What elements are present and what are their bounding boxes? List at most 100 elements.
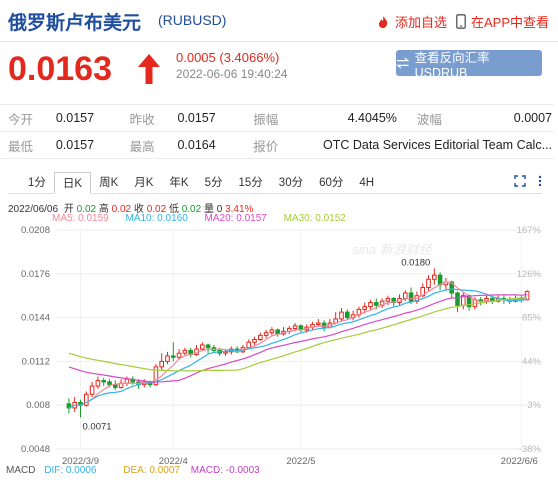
tab-1min[interactable]: 1分 xyxy=(28,177,46,189)
candle xyxy=(321,322,327,328)
y-tick-label: 0.0176 xyxy=(21,269,50,280)
tab-monthly-k[interactable]: 月K xyxy=(134,177,154,189)
change-pct: 3.41% xyxy=(225,204,254,215)
tab-yearly-k[interactable]: 年K xyxy=(169,177,189,189)
reverse-rate-button[interactable]: 查看反向汇率 USDRUB xyxy=(396,50,542,80)
add-favorite-button[interactable]: 添加自选 xyxy=(376,12,447,31)
pct-tick-label: 167% xyxy=(517,225,542,236)
y-tick-label: 0.0112 xyxy=(22,356,50,367)
candle xyxy=(101,380,106,383)
x-tick-label: 2022/3/9 xyxy=(62,456,99,464)
more-icon[interactable] xyxy=(538,175,542,187)
candle xyxy=(165,355,170,362)
high-value: 0.02 xyxy=(111,204,132,215)
tab-60min[interactable]: 60分 xyxy=(319,177,344,189)
reverse-rate-label: 查看反向汇率 USDRUB xyxy=(414,50,490,80)
tab-daily-k[interactable]: 日K xyxy=(53,172,92,194)
y-tick-label: 0.008 xyxy=(26,400,50,411)
stat-label: 最低 xyxy=(0,131,56,159)
candle xyxy=(113,384,118,388)
open-label: 开 xyxy=(63,204,74,215)
ma5-legend: MA5: 0.0159 xyxy=(52,213,109,224)
candle xyxy=(426,278,431,288)
candle xyxy=(455,292,460,306)
candle xyxy=(171,355,176,358)
header: 俄罗斯卢布美元 (RUBUSD) 添加自选 在APP中查看 xyxy=(0,0,558,42)
macd-legend: MACD DIF: 0.0006 DEA: 0.0007 MACD: -0.00… xyxy=(6,465,260,476)
candle xyxy=(292,325,298,330)
stats-table: 今开 0.0157 昨收 0.0157 振幅 4.4045% 波幅 0.0007… xyxy=(0,104,558,159)
candle xyxy=(449,281,454,294)
chart-tools xyxy=(514,175,542,187)
ma-legend: MA5: 0.0159 MA10: 0.0160 MA20: 0.0157 MA… xyxy=(52,213,346,224)
stats-row: 今开 0.0157 昨收 0.0157 振幅 4.4045% 波幅 0.0007 xyxy=(0,104,554,132)
candle xyxy=(223,351,228,354)
stats-row: 最低 0.0157 最高 0.0164 报价 OTC Data Services… xyxy=(0,131,554,159)
ma10-legend: MA10: 0.0160 xyxy=(125,213,188,224)
macd-dea: DEA: 0.0007 xyxy=(123,465,180,476)
stat-value: 0.0157 xyxy=(55,131,122,159)
quote-panel: 0.0163 0.0005 (3.4066%) 2022-06-06 19:40… xyxy=(0,42,558,98)
candle xyxy=(205,344,211,349)
bar-info: 2022/06/06 开 0.02 高 0.02 收 0.02 低 0.02 量… xyxy=(8,200,253,215)
tab-5min[interactable]: 5分 xyxy=(204,177,223,189)
stat-value: 0.0157 xyxy=(55,104,122,132)
pct-tick-label: 44% xyxy=(522,356,542,367)
stat-label: 振幅 xyxy=(245,104,323,132)
view-in-app-label: 在APP中查看 xyxy=(471,15,550,30)
candle xyxy=(200,344,205,350)
up-arrow-icon xyxy=(138,54,160,84)
tab-30min[interactable]: 30分 xyxy=(278,177,304,189)
candle xyxy=(159,360,164,368)
candle xyxy=(107,381,112,386)
candle xyxy=(316,322,321,325)
tab-4h[interactable]: 4H xyxy=(359,177,375,189)
view-in-app-button[interactable]: 在APP中查看 xyxy=(456,12,549,31)
macd-value: MACD: -0.0003 xyxy=(190,465,260,476)
candle xyxy=(524,291,530,301)
candlestick-chart[interactable]: sina 新浪财经 0.0208 167% 0.0176 126% 0.0144 85% 0… xyxy=(0,224,558,464)
stat-value: 0.0007 xyxy=(468,104,554,132)
macd-label: MACD xyxy=(6,465,36,476)
stat-label: 波幅 xyxy=(408,104,469,132)
quote-time: 2022-06-06 19:40:24 xyxy=(176,67,288,81)
price-change: 0.0005 (3.4066%) xyxy=(176,50,280,65)
fullscreen-icon[interactable] xyxy=(514,175,526,187)
candle xyxy=(339,311,344,320)
pct-tick-label: 126% xyxy=(517,269,542,280)
candle xyxy=(362,306,367,310)
tab-15min[interactable]: 15分 xyxy=(238,177,263,189)
stat-value: OTC Data Services Editorial Team Calc... xyxy=(322,131,554,159)
x-tick-label: 2022/5 xyxy=(286,456,315,464)
ma20-legend: MA20: 0.0157 xyxy=(204,213,267,224)
volume-label: 量 xyxy=(203,204,214,215)
pct-tick-label: -38% xyxy=(519,444,542,455)
stat-label: 报价 xyxy=(245,131,323,159)
candle xyxy=(263,332,269,336)
candle xyxy=(432,274,437,280)
tab-weekly-k[interactable]: 周K xyxy=(99,177,119,189)
bar-date: 2022/06/06 xyxy=(8,204,59,215)
y-tick-label: 0.0144 xyxy=(21,313,50,324)
y-tick-label: 0.0208 xyxy=(21,225,50,236)
stat-value: 4.4045% xyxy=(322,104,409,132)
stat-label: 昨收 xyxy=(121,104,178,132)
pct-tick-label: 3% xyxy=(527,400,541,411)
phone-icon xyxy=(456,14,466,29)
high-label: 高 xyxy=(98,204,109,215)
ma5-line xyxy=(68,281,528,409)
period-tabs: 1分 日K 周K 月K 年K 5分 15分 30分 60分 4H xyxy=(8,172,542,194)
ma20-line xyxy=(68,294,528,383)
ma10-line xyxy=(68,288,528,409)
currency-code: (RUBUSD) xyxy=(158,12,227,28)
stat-value: 0.0157 xyxy=(177,104,246,132)
candle xyxy=(385,297,391,302)
candle xyxy=(124,378,130,384)
macd-dif: DIF: 0.0006 xyxy=(44,465,97,476)
candle xyxy=(176,352,182,358)
candle xyxy=(66,403,72,409)
add-favorite-label: 添加自选 xyxy=(395,15,448,30)
close-label: 收 xyxy=(133,204,144,215)
low-value: 0.02 xyxy=(181,204,202,215)
candle xyxy=(408,292,414,302)
